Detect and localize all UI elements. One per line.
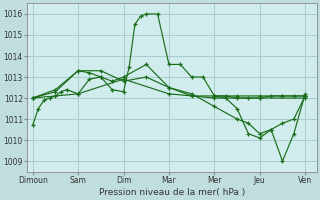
X-axis label: Pression niveau de la mer( hPa ): Pression niveau de la mer( hPa )	[99, 188, 245, 197]
